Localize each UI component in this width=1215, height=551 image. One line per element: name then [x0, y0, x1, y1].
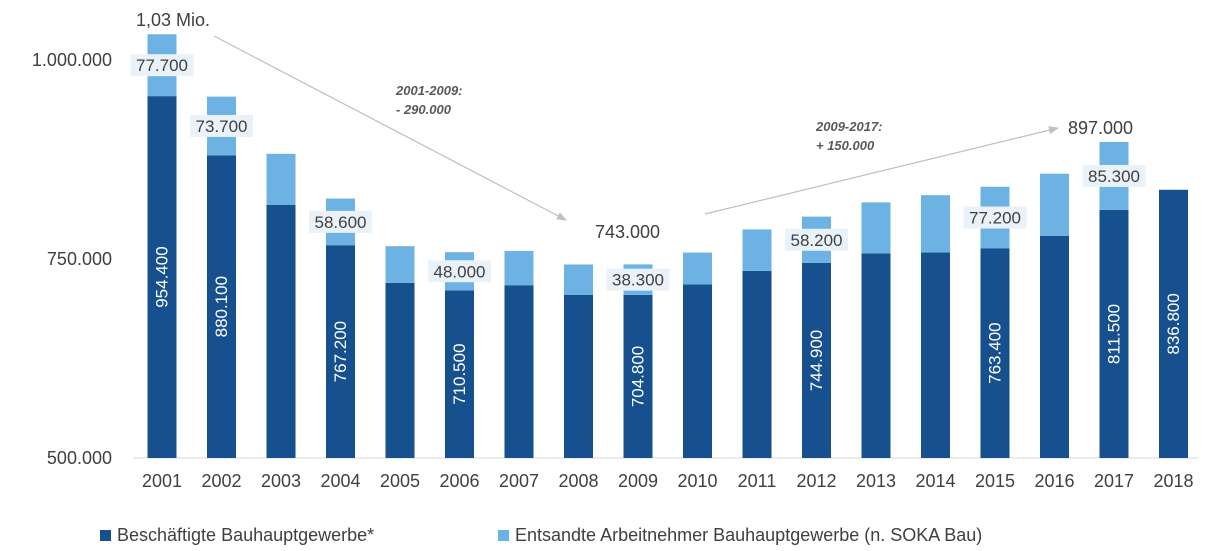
bar-posted-workers — [861, 202, 891, 254]
data-label-box-posted-workers — [1082, 164, 1146, 187]
bar-posted-workers — [742, 229, 772, 271]
x-tick-label: 2001 — [142, 471, 182, 491]
legend-label-posted-workers: Entsandte Arbeitnehmer Bauhauptgewerbe (… — [515, 524, 983, 545]
data-label-employees: 744.900 — [807, 330, 826, 391]
data-label-employees: 836.800 — [1164, 293, 1183, 354]
x-tick-label: 2014 — [915, 471, 955, 491]
recent-total-annotation: 897.000 — [1068, 118, 1133, 138]
x-tick-label: 2008 — [558, 471, 598, 491]
bar-employees — [802, 262, 831, 458]
peak-total-annotation: 1,03 Mio. — [136, 10, 210, 30]
bar-employees — [445, 290, 474, 458]
data-label-box-posted-workers — [130, 54, 194, 77]
period1-range-annotation: 2001-2009: — [395, 83, 463, 98]
x-tick-label: 2009 — [618, 471, 658, 491]
trough-total-annotation: 743.000 — [595, 222, 660, 242]
x-tick-label: 2004 — [320, 471, 360, 491]
bar-employees — [1159, 189, 1188, 458]
bar-employees — [683, 284, 712, 458]
data-label-employees: 811.500 — [1105, 304, 1124, 364]
bar-posted-workers — [921, 195, 950, 253]
bar-employees — [623, 294, 653, 458]
data-label-box-posted-workers — [428, 260, 491, 283]
data-label-posted-workers: 58.600 — [315, 213, 367, 232]
data-label-box-posted-workers — [963, 206, 1027, 229]
bar-posted-workers — [385, 246, 415, 283]
bar-employees — [266, 204, 296, 458]
data-label-box-posted-workers — [785, 228, 848, 251]
data-label-posted-workers: 73.700 — [196, 117, 248, 136]
bar-posted-workers — [564, 264, 593, 295]
legend-item-posted-workers: Entsandte Arbeitnehmer Bauhauptgewerbe (… — [498, 522, 982, 548]
x-tick-label: 2011 — [738, 471, 777, 491]
data-label-posted-workers: 77.700 — [136, 56, 188, 75]
x-tick-label: 2016 — [1034, 471, 1074, 491]
data-label-box-posted-workers — [606, 268, 670, 291]
bar-employees — [147, 96, 177, 459]
legend-item-employees: Beschäftigte Bauhauptgewerbe* — [100, 522, 374, 548]
data-label-posted-workers: 77.200 — [969, 208, 1021, 227]
y-tick-label: 500.000 — [47, 448, 112, 468]
bar-posted-workers — [1040, 173, 1069, 236]
y-tick-label: 750.000 — [47, 249, 112, 269]
data-label-employees: 710.500 — [450, 343, 469, 404]
x-tick-label: 2017 — [1094, 471, 1134, 491]
x-tick-label: 2006 — [439, 471, 479, 491]
bar-employees — [742, 270, 772, 458]
legend-swatch-employees — [100, 529, 111, 541]
data-label-employees: 767.200 — [331, 321, 350, 382]
bar-employees — [385, 282, 415, 458]
bar-employees — [861, 253, 891, 458]
x-tick-label: 2010 — [677, 471, 717, 491]
period2-change-annotation: + 150.000 — [816, 138, 875, 153]
trend-arrow-2009-2017 — [704, 126, 1059, 215]
bar-employees — [207, 155, 236, 458]
bar-employees — [921, 252, 950, 458]
data-label-box-posted-workers — [190, 114, 253, 137]
period2-range-annotation: 2009-2017: — [815, 119, 883, 134]
bar-employees — [564, 294, 593, 458]
bar-posted-workers — [504, 250, 534, 286]
period1-change-annotation: - 290.000 — [396, 102, 452, 117]
bar-employees — [980, 248, 1010, 458]
bar-employees — [1040, 235, 1069, 458]
x-tick-label: 2015 — [975, 471, 1015, 491]
legend-label-employees: Beschäftigte Bauhauptgewerbe* — [117, 524, 375, 545]
data-label-posted-workers: 38.300 — [612, 271, 664, 290]
data-labels: 954.400 77.700 880.100 73.700 767.200 58.600 7… — [130, 54, 1183, 407]
annotations: 1,03 Mio. 743.000 897.000 2001-2009: - 2… — [136, 10, 1133, 242]
data-label-posted-workers: 48.000 — [434, 262, 486, 281]
data-label-employees: 954.400 — [153, 246, 172, 307]
bar-posted-workers — [266, 153, 296, 205]
bar-employees — [1099, 209, 1129, 458]
data-label-employees: 704.800 — [629, 346, 648, 407]
data-label-box-posted-workers — [309, 210, 372, 233]
x-tick-label: 2005 — [380, 471, 420, 491]
x-tick-label: 2018 — [1153, 471, 1193, 491]
bars — [147, 34, 1188, 459]
data-label-posted-workers: 85.300 — [1088, 167, 1140, 186]
trend-arrow-2001-2009 — [213, 35, 567, 221]
axes: 500.000 750.000 1.000.000 2001 2002 2003 2004 2… — [32, 50, 1198, 491]
x-tick-label: 2012 — [796, 471, 836, 491]
bar-employees — [504, 285, 534, 458]
data-label-posted-workers: 58.200 — [791, 231, 843, 250]
bar-employees — [326, 245, 355, 458]
x-tick-label: 2007 — [499, 471, 539, 491]
x-tick-label: 2013 — [856, 471, 896, 491]
bar-posted-workers — [683, 252, 712, 285]
x-tick-label: 2002 — [201, 471, 241, 491]
legend: Beschäftigte Bauhauptgewerbe* Entsandte … — [0, 522, 1215, 548]
data-label-employees: 763.400 — [986, 322, 1005, 383]
data-label-employees: 880.100 — [212, 276, 231, 337]
x-tick-label: 2003 — [261, 471, 301, 491]
y-tick-label: 1.000.000 — [32, 50, 112, 70]
legend-swatch-posted-workers — [498, 529, 509, 541]
